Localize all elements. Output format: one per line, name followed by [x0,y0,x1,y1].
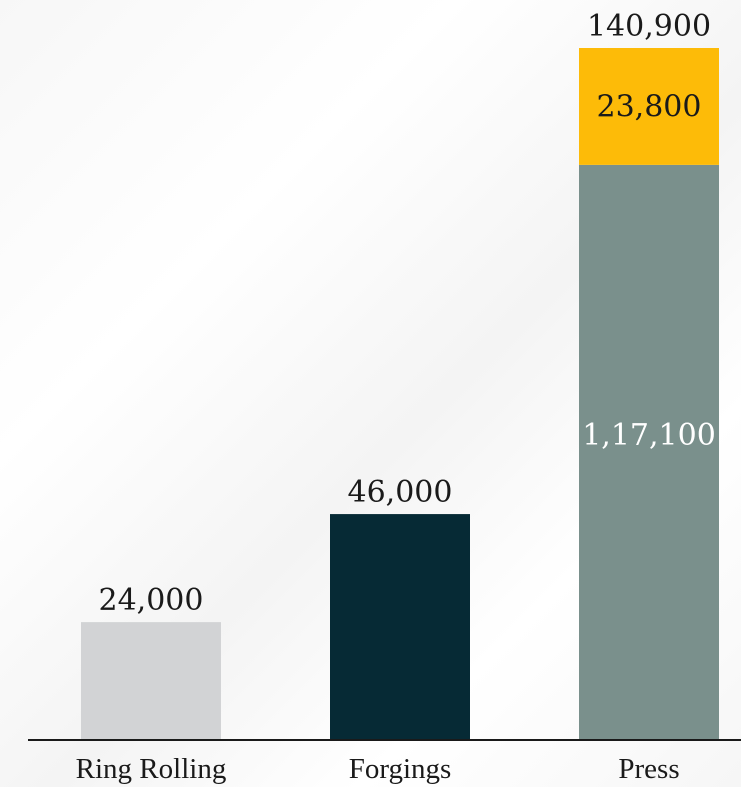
value-label-press-top-segment: 23,800 [597,89,702,124]
bar-press [579,164,719,741]
value-label-ring-rolling: 24,000 [99,583,204,618]
value-labels-group: 24,000 46,000 23,800 1,17,100 140,900 [99,9,716,618]
value-label-forgings: 46,000 [348,475,453,510]
bars-group [81,48,719,741]
value-label-press-base-segment: 1,17,100 [582,418,716,453]
category-label-forgings: Forgings [349,753,452,785]
bar-press-top-segment [579,48,719,165]
total-label-press: 140,900 [587,9,711,44]
bar-ring-rolling [81,622,221,740]
category-label-press: Press [618,753,679,785]
bar-forgings [330,514,470,740]
category-label-ring-rolling: Ring Rolling [76,753,227,785]
category-labels-group: Ring Rolling Forgings Press [76,753,680,785]
